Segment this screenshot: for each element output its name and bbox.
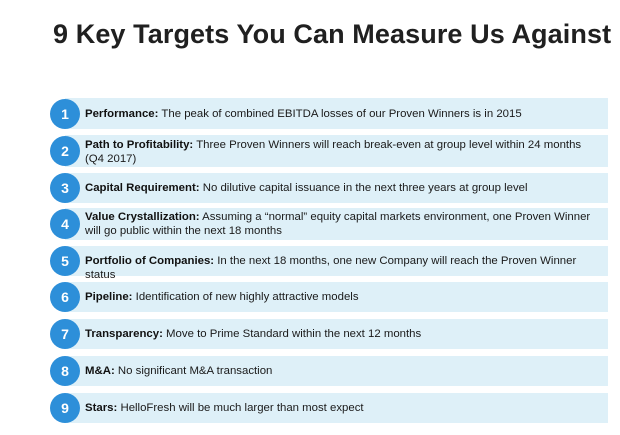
target-item: 6 Pipeline: Identification of new highly… — [50, 282, 608, 312]
target-item: 8 M&A: No significant M&A transaction — [50, 356, 608, 386]
target-bar — [65, 393, 608, 423]
target-number-badge: 7 — [50, 319, 80, 349]
target-bar — [65, 208, 608, 240]
target-number-badge: 2 — [50, 136, 80, 166]
target-label: Capital Requirement: — [85, 182, 200, 194]
target-item: 3 Capital Requirement: No dilutive capit… — [50, 173, 608, 203]
target-description: No dilutive capital issuance in the next… — [202, 182, 528, 194]
target-description: Three Proven Winners will reach break-ev… — [85, 139, 582, 165]
target-description: In the next 18 months, one new Company w… — [85, 255, 577, 281]
target-number-badge: 3 — [50, 173, 80, 203]
target-description: HelloFresh will be much larger than most… — [120, 402, 364, 414]
target-bar — [65, 319, 608, 349]
target-text: Pipeline: Identification of new highly a… — [85, 290, 600, 304]
page-title: 9 Key Targets You Can Measure Us Against — [53, 19, 612, 49]
target-description: Assuming a “normal” equity capital marke… — [85, 211, 591, 237]
target-item: 5 Portfolio of Companies: In the next 18… — [50, 246, 608, 281]
target-description: No significant M&A transaction — [117, 365, 273, 377]
target-label: Performance: — [85, 108, 159, 120]
target-number-badge: 5 — [50, 246, 80, 276]
target-label: Value Crystallization: — [85, 211, 200, 223]
target-number-badge: 8 — [50, 356, 80, 386]
target-item: 2 Path to Profitability: Three Proven Wi… — [50, 135, 608, 167]
target-text: Performance: The peak of combined EBITDA… — [85, 107, 600, 121]
target-bar — [65, 135, 608, 167]
target-number-badge: 6 — [50, 282, 80, 312]
target-bar — [65, 98, 608, 129]
target-bar — [65, 173, 608, 203]
target-label: M&A: — [85, 365, 115, 377]
target-text: Transparency: Move to Prime Standard wit… — [85, 327, 600, 341]
target-text: Portfolio of Companies: In the next 18 m… — [85, 254, 600, 282]
target-description: Identification of new highly attractive … — [135, 291, 359, 303]
target-text: Stars: HelloFresh will be much larger th… — [85, 401, 600, 415]
target-label: Portfolio of Companies: — [85, 255, 215, 267]
target-text: Capital Requirement: No dilutive capital… — [85, 181, 600, 195]
target-text: M&A: No significant M&A transaction — [85, 364, 600, 378]
target-label: Transparency: — [85, 328, 163, 340]
target-text: Value Crystallization: Assuming a “norma… — [85, 210, 600, 238]
target-item: 4 Value Crystallization: Assuming a “nor… — [50, 208, 608, 240]
target-bar — [65, 246, 608, 276]
target-item: 7 Transparency: Move to Prime Standard w… — [50, 319, 608, 349]
target-label: Pipeline: — [85, 291, 133, 303]
target-number-badge: 1 — [50, 99, 80, 129]
target-label: Stars: — [85, 402, 118, 414]
target-bar — [65, 282, 608, 312]
target-number-badge: 9 — [50, 393, 80, 423]
target-text: Path to Profitability: Three Proven Winn… — [85, 138, 600, 166]
target-number-badge: 4 — [50, 209, 80, 239]
target-description: Move to Prime Standard within the next 1… — [166, 328, 422, 340]
target-label: Path to Profitability: — [85, 139, 194, 151]
target-description: The peak of combined EBITDA losses of ou… — [161, 108, 522, 120]
target-item: 1 Performance: The peak of combined EBIT… — [50, 98, 608, 129]
target-bar — [65, 356, 608, 386]
target-item: 9 Stars: HelloFresh will be much larger … — [50, 393, 608, 423]
